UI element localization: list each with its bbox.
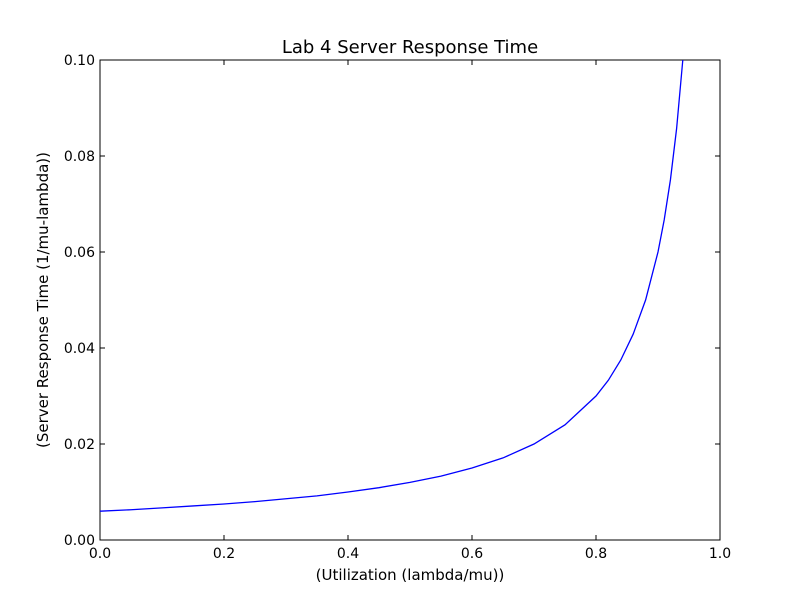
x-axis-label: (Utilization (lambda/mu)) xyxy=(316,566,505,584)
x-tick-label: 0.6 xyxy=(461,546,483,562)
y-tick-label: 0.04 xyxy=(64,341,95,357)
plot-area xyxy=(99,59,721,541)
y-tick-label: 0.02 xyxy=(64,437,95,453)
axis-ticks: 0.0 0.2 0.4 0.6 0.8 1.0 0.00 0.02 0.04 0.06 0.08 0.… xyxy=(64,53,731,562)
x-tick-label: 0.2 xyxy=(213,546,235,562)
series-layer xyxy=(99,59,684,512)
y-tick-label: 0.08 xyxy=(64,149,95,165)
x-tick-label: 1.0 xyxy=(709,546,731,562)
x-tick-label: 0.8 xyxy=(585,546,607,562)
chart-title: Lab 4 Server Response Time xyxy=(282,37,538,58)
y-tick-label: 0.00 xyxy=(64,533,95,549)
x-tick-label: 0.4 xyxy=(337,546,359,562)
y-axis-label: (Server Response Time (1/mu-lambda)) xyxy=(34,152,52,448)
y-tick-label: 0.06 xyxy=(64,245,95,261)
x-tick-label: 0.0 xyxy=(89,546,111,562)
series-line xyxy=(99,59,684,512)
y-tick-label: 0.10 xyxy=(64,53,95,69)
